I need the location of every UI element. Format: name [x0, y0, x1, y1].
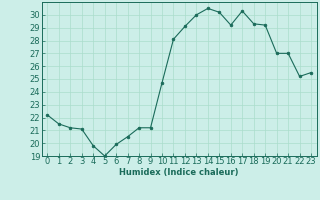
X-axis label: Humidex (Indice chaleur): Humidex (Indice chaleur) [119, 168, 239, 177]
